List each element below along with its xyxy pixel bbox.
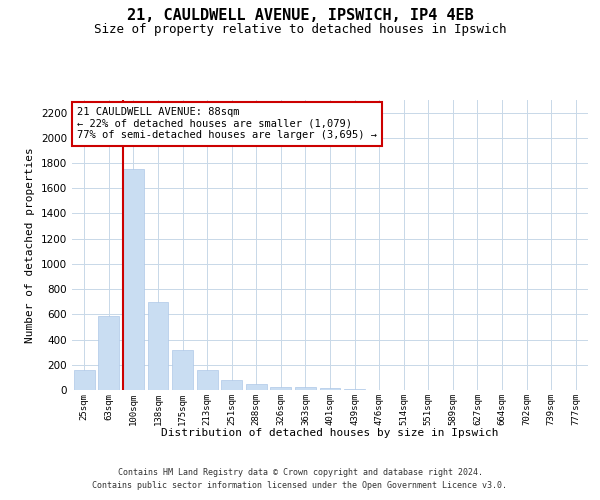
Bar (172, 350, 193, 390)
Bar (197, 370, 218, 390)
Bar (148, 302, 169, 390)
Bar (123, 170, 144, 390)
Bar (98, 316, 119, 390)
Text: Size of property relative to detached houses in Ipswich: Size of property relative to detached ho… (94, 22, 506, 36)
Text: 21, CAULDWELL AVENUE, IPSWICH, IP4 4EB: 21, CAULDWELL AVENUE, IPSWICH, IP4 4EB (127, 8, 473, 22)
Text: Contains public sector information licensed under the Open Government Licence v3: Contains public sector information licen… (92, 482, 508, 490)
Bar (221, 380, 242, 390)
Text: 21 CAULDWELL AVENUE: 88sqm
← 22% of detached houses are smaller (1,079)
77% of s: 21 CAULDWELL AVENUE: 88sqm ← 22% of deta… (77, 108, 377, 140)
Y-axis label: Number of detached properties: Number of detached properties (25, 147, 35, 343)
Bar (295, 388, 316, 390)
Text: Contains HM Land Registry data © Crown copyright and database right 2024.: Contains HM Land Registry data © Crown c… (118, 468, 482, 477)
Bar (320, 388, 340, 390)
Text: Distribution of detached houses by size in Ipswich: Distribution of detached houses by size … (161, 428, 499, 438)
Bar (246, 384, 267, 390)
Bar (74, 370, 95, 390)
Bar (271, 387, 292, 390)
